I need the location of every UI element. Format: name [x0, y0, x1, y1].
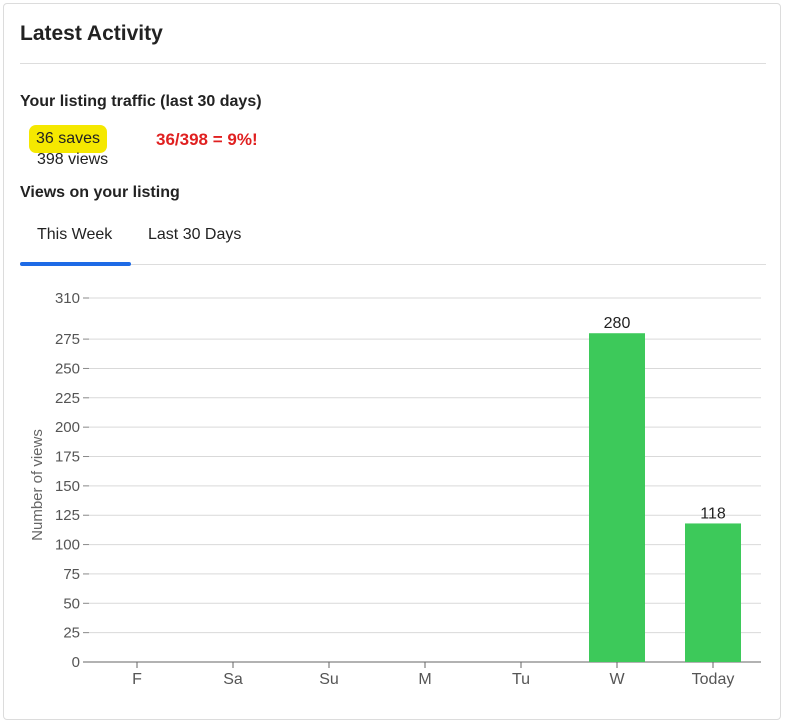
bar-value-label: 118: [700, 505, 726, 522]
x-tick-label: Sa: [223, 671, 243, 688]
card-title: Latest Activity: [20, 22, 163, 45]
x-tick-label: F: [132, 671, 142, 688]
x-tick-label: W: [609, 671, 625, 688]
saves-count: 36 saves: [29, 125, 108, 153]
ratio-note: 36/398 = 9%!: [156, 130, 258, 149]
chart-tabs: This Week Last 30 Days: [20, 218, 766, 266]
bar-today: [685, 523, 741, 662]
selected-tab-indicator: [20, 262, 131, 266]
views-bar-chart: 0 25 50 75 100 125 150 175 200 225 250 275 310 Number…: [29, 290, 761, 688]
y-tick-label: 310: [55, 290, 80, 307]
y-tick-label: 75: [63, 566, 80, 583]
views-heading: Views on your listing: [20, 184, 180, 201]
y-tick-label: 175: [55, 449, 80, 466]
y-tick-label: 50: [63, 595, 80, 612]
x-tick-label: Su: [319, 671, 339, 688]
y-tick-label: 275: [55, 331, 80, 348]
tab-this-week[interactable]: This Week: [37, 226, 113, 243]
y-tick-label: 200: [55, 419, 80, 436]
y-tick-label: 0: [72, 654, 80, 671]
x-tick-label: M: [418, 671, 431, 688]
traffic-heading: Your listing traffic (last 30 days): [20, 93, 262, 110]
x-tick-label: Tu: [512, 671, 530, 688]
y-tick-label: 100: [55, 537, 80, 554]
x-tick-label: Today: [692, 671, 735, 688]
y-tick-label: 150: [55, 478, 80, 495]
y-tick-label: 125: [55, 507, 80, 524]
y-axis-label: Number of views: [29, 429, 46, 541]
y-tick-label: 250: [55, 360, 80, 377]
title-divider: [20, 63, 766, 64]
latest-activity-card: Latest Activity Your listing traffic (la…: [3, 3, 781, 720]
views-count: 398 views: [37, 151, 109, 168]
bar-w: [589, 333, 645, 662]
tab-last-30-days[interactable]: Last 30 Days: [148, 226, 242, 243]
y-tick-label: 25: [63, 625, 80, 642]
bar-value-label: 280: [604, 315, 631, 332]
y-tick-label: 225: [55, 390, 80, 407]
